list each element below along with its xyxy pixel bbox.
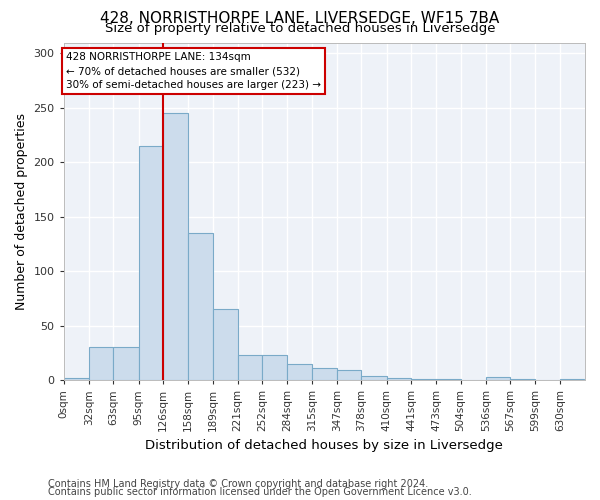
Bar: [212, 309, 238, 380]
Bar: [386, 378, 411, 380]
Bar: [238, 355, 262, 380]
Bar: [436, 379, 461, 380]
Bar: [163, 114, 188, 380]
Bar: [287, 364, 312, 380]
Bar: [113, 348, 139, 380]
Bar: [188, 233, 212, 380]
Bar: [312, 368, 337, 380]
Text: Size of property relative to detached houses in Liversedge: Size of property relative to detached ho…: [105, 22, 495, 35]
Bar: [510, 379, 535, 380]
Bar: [89, 348, 113, 380]
Bar: [139, 146, 163, 380]
Y-axis label: Number of detached properties: Number of detached properties: [15, 113, 28, 310]
Text: Contains HM Land Registry data © Crown copyright and database right 2024.: Contains HM Land Registry data © Crown c…: [48, 479, 428, 489]
Bar: [560, 379, 584, 380]
Text: Contains public sector information licensed under the Open Government Licence v3: Contains public sector information licen…: [48, 487, 472, 497]
Bar: [64, 378, 89, 380]
Text: 428 NORRISTHORPE LANE: 134sqm
← 70% of detached houses are smaller (532)
30% of : 428 NORRISTHORPE LANE: 134sqm ← 70% of d…: [66, 52, 321, 90]
Bar: [486, 376, 510, 380]
X-axis label: Distribution of detached houses by size in Liversedge: Distribution of detached houses by size …: [145, 440, 503, 452]
Bar: [262, 355, 287, 380]
Bar: [337, 370, 361, 380]
Bar: [361, 376, 386, 380]
Text: 428, NORRISTHORPE LANE, LIVERSEDGE, WF15 7BA: 428, NORRISTHORPE LANE, LIVERSEDGE, WF15…: [100, 11, 500, 26]
Bar: [411, 379, 436, 380]
